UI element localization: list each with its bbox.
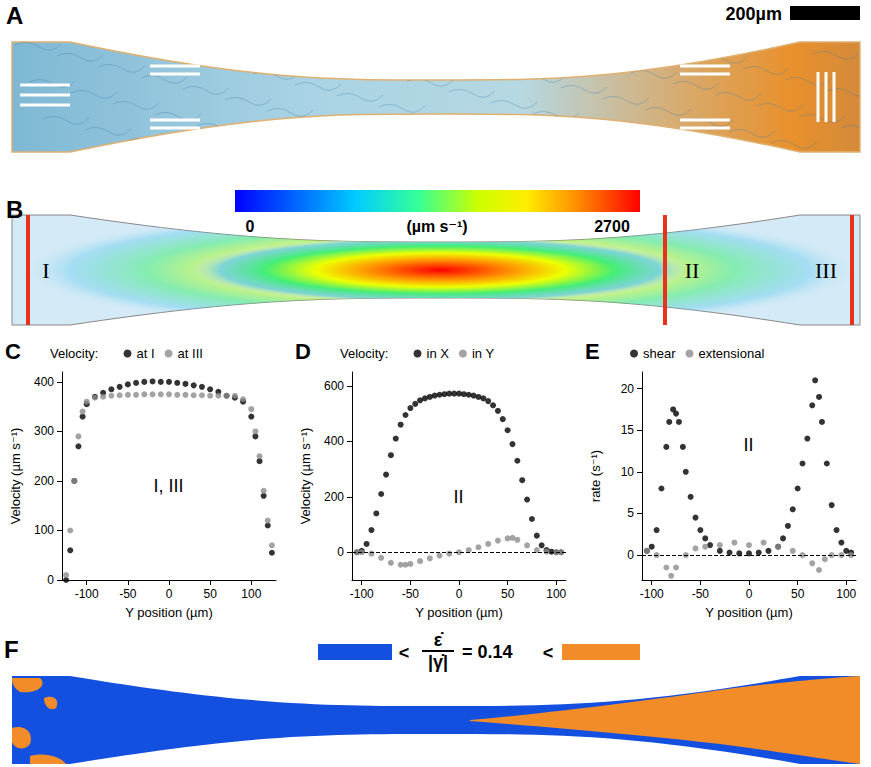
svg-text:<: < bbox=[399, 643, 410, 663]
svg-text:200: 200 bbox=[324, 490, 344, 504]
svg-text:D: D bbox=[295, 339, 311, 364]
svg-text:Velocity (µm s⁻¹): Velocity (µm s⁻¹) bbox=[298, 428, 313, 525]
svg-text:50: 50 bbox=[791, 587, 805, 601]
svg-text:III: III bbox=[815, 258, 837, 283]
svg-text:50: 50 bbox=[501, 587, 515, 601]
svg-text:II: II bbox=[743, 435, 753, 455]
svg-text:in X: in X bbox=[427, 346, 450, 361]
svg-text:(µm s⁻¹): (µm s⁻¹) bbox=[406, 218, 467, 235]
svg-text:ε̇: ε̇ bbox=[434, 630, 445, 650]
svg-text:C: C bbox=[5, 339, 21, 364]
svg-text:200µm: 200µm bbox=[726, 4, 782, 24]
svg-text:F: F bbox=[4, 636, 19, 663]
svg-text:5: 5 bbox=[627, 506, 634, 520]
svg-text:II: II bbox=[453, 487, 463, 507]
svg-text:300: 300 bbox=[34, 424, 54, 438]
svg-text:II: II bbox=[685, 258, 700, 283]
svg-text:Velocity:: Velocity: bbox=[50, 346, 98, 361]
svg-text:I, III: I, III bbox=[153, 476, 183, 496]
svg-text:at III: at III bbox=[178, 346, 203, 361]
svg-text:B: B bbox=[6, 196, 23, 223]
svg-text:-50: -50 bbox=[402, 587, 420, 601]
svg-text:Y position (µm): Y position (µm) bbox=[125, 605, 212, 620]
svg-text:Y position (µm): Y position (µm) bbox=[415, 605, 502, 620]
svg-text:20: 20 bbox=[621, 382, 635, 396]
svg-text:Velocity (µm s⁻¹): Velocity (µm s⁻¹) bbox=[8, 428, 23, 525]
svg-text:10: 10 bbox=[621, 465, 635, 479]
svg-text:A: A bbox=[6, 2, 23, 29]
svg-text:100: 100 bbox=[241, 587, 261, 601]
svg-text:at I: at I bbox=[137, 346, 155, 361]
svg-text:-100: -100 bbox=[75, 587, 99, 601]
svg-text:|γ̇|: |γ̇| bbox=[428, 652, 448, 672]
svg-text:100: 100 bbox=[546, 587, 566, 601]
svg-text:E: E bbox=[585, 339, 600, 364]
svg-text:-50: -50 bbox=[119, 587, 137, 601]
svg-text:100: 100 bbox=[836, 587, 856, 601]
svg-text:0: 0 bbox=[47, 573, 54, 587]
svg-text:Velocity:: Velocity: bbox=[340, 346, 388, 361]
svg-text:I: I bbox=[42, 258, 49, 283]
svg-text:0: 0 bbox=[456, 587, 463, 601]
svg-text:0: 0 bbox=[746, 587, 753, 601]
svg-text:<: < bbox=[543, 643, 554, 663]
svg-text:0: 0 bbox=[627, 548, 634, 562]
svg-text:= 0.14: = 0.14 bbox=[462, 642, 513, 662]
svg-text:400: 400 bbox=[324, 434, 344, 448]
svg-text:0: 0 bbox=[166, 587, 173, 601]
svg-text:600: 600 bbox=[324, 379, 344, 393]
svg-text:0: 0 bbox=[337, 545, 344, 559]
svg-text:2700: 2700 bbox=[594, 218, 630, 235]
svg-text:-100: -100 bbox=[350, 587, 374, 601]
svg-text:Y position (µm): Y position (µm) bbox=[705, 605, 792, 620]
svg-text:0: 0 bbox=[246, 218, 255, 235]
svg-text:50: 50 bbox=[203, 587, 217, 601]
svg-text:-100: -100 bbox=[640, 587, 664, 601]
svg-text:-50: -50 bbox=[692, 587, 710, 601]
svg-text:200: 200 bbox=[34, 474, 54, 488]
svg-text:15: 15 bbox=[621, 423, 635, 437]
svg-text:in Y: in Y bbox=[472, 346, 494, 361]
svg-text:rate (s⁻¹): rate (s⁻¹) bbox=[588, 450, 603, 502]
svg-text:extensional: extensional bbox=[699, 346, 765, 361]
svg-text:400: 400 bbox=[34, 375, 54, 389]
svg-text:100: 100 bbox=[34, 523, 54, 537]
svg-text:shear: shear bbox=[643, 346, 676, 361]
